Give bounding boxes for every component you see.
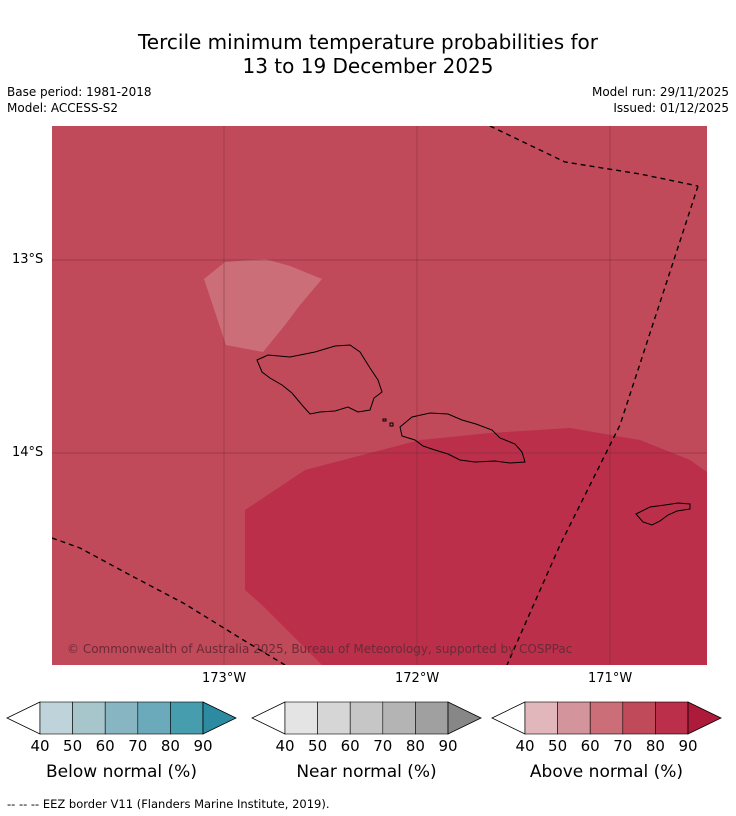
above-legend-upper-extend bbox=[687, 701, 722, 735]
below-legend-tick-90: 90 bbox=[193, 737, 213, 755]
model-run: Model run: 29/11/2025 bbox=[591, 85, 729, 99]
tutuila-island bbox=[635, 502, 691, 526]
near-legend-swatch-2 bbox=[349, 701, 384, 735]
eez-border-north bbox=[489, 126, 699, 187]
lon-label-172w: 172°W bbox=[395, 671, 440, 686]
below-legend-tick-60: 60 bbox=[95, 737, 115, 755]
above-legend-lower-extend bbox=[491, 701, 526, 735]
eez-border-southwest bbox=[52, 537, 286, 665]
near-legend-tick-80: 80 bbox=[405, 737, 425, 755]
near-legend-lower-extend bbox=[251, 701, 286, 735]
above-legend-tick-50: 50 bbox=[548, 737, 568, 755]
coastlines bbox=[256, 344, 691, 526]
lat-label-14s: 14°S bbox=[12, 445, 44, 460]
near-legend-caption: Near normal (%) bbox=[296, 762, 437, 782]
below-legend-swatch-2 bbox=[104, 701, 139, 735]
below-legend-swatch-3 bbox=[137, 701, 171, 735]
above-legend-swatch-4 bbox=[655, 701, 689, 735]
graticule bbox=[52, 126, 707, 665]
copyright-notice: © Commonwealth of Australia 2025, Bureau… bbox=[67, 642, 573, 656]
above-legend-swatch-2 bbox=[589, 701, 624, 735]
eez-borders bbox=[52, 126, 699, 665]
near-legend-tick-50: 50 bbox=[308, 737, 328, 755]
above-legend-swatch-0 bbox=[524, 701, 558, 735]
chart-title: Tercile minimum temperature probabilitie… bbox=[0, 30, 736, 78]
lon-label-171w: 171°W bbox=[588, 671, 633, 686]
below-legend-tick-50: 50 bbox=[63, 737, 83, 755]
title-line-2: 13 to 19 December 2025 bbox=[242, 54, 494, 78]
above-legend-tick-40: 40 bbox=[515, 737, 535, 755]
model-name: Model: ACCESS-S2 bbox=[7, 101, 119, 115]
above-legend-tick-90: 90 bbox=[678, 737, 698, 755]
near-legend-swatch-1 bbox=[317, 701, 351, 735]
near-legend-tick-40: 40 bbox=[275, 737, 295, 755]
near-legend-tick-70: 70 bbox=[373, 737, 393, 755]
savaii-island bbox=[256, 344, 383, 415]
above-legend-tick-80: 80 bbox=[645, 737, 665, 755]
map-area bbox=[52, 126, 707, 665]
eez-footnote: -- -- -- EEZ border V11 (Flanders Marine… bbox=[7, 797, 330, 811]
near-legend-swatch-0 bbox=[284, 701, 318, 735]
meta-left: Base period: 1981-2018 Model: ACCESS-S2 bbox=[7, 84, 152, 116]
manono-islet bbox=[382, 418, 387, 422]
issued-date: Issued: 01/12/2025 bbox=[613, 101, 729, 115]
near-legend-upper-extend bbox=[447, 701, 482, 735]
below-legend-caption: Below normal (%) bbox=[46, 762, 197, 782]
below-legend-swatch-4 bbox=[170, 701, 204, 735]
above-legend-tick-60: 60 bbox=[580, 737, 600, 755]
below-legend-upper-extend bbox=[202, 701, 237, 735]
below-legend-swatch-0 bbox=[39, 701, 73, 735]
above-legend-caption: Above normal (%) bbox=[529, 762, 684, 782]
title-line-1: Tercile minimum temperature probabilitie… bbox=[137, 30, 599, 54]
near-legend-swatch-4 bbox=[415, 701, 449, 735]
lon-label-173w: 173°W bbox=[202, 671, 247, 686]
near-legend-tick-60: 60 bbox=[340, 737, 360, 755]
below-legend-tick-40: 40 bbox=[30, 737, 50, 755]
high-probability-region bbox=[245, 428, 707, 665]
below-legend-lower-extend bbox=[6, 701, 41, 735]
upolu-island bbox=[399, 412, 526, 464]
meta-right: Model run: 29/11/2025 Issued: 01/12/2025 bbox=[592, 84, 729, 116]
moderate-probability-region bbox=[204, 259, 322, 352]
legend-colorbars bbox=[6, 701, 722, 735]
below-legend-tick-80: 80 bbox=[160, 737, 180, 755]
eez-border-east bbox=[506, 185, 699, 665]
near-legend-swatch-3 bbox=[382, 701, 416, 735]
lat-label-13s: 13°S bbox=[12, 252, 44, 267]
above-legend-swatch-1 bbox=[557, 701, 591, 735]
below-legend-swatch-1 bbox=[72, 701, 106, 735]
below-legend-tick-70: 70 bbox=[128, 737, 148, 755]
near-legend-tick-90: 90 bbox=[438, 737, 458, 755]
above-legend-tick-70: 70 bbox=[613, 737, 633, 755]
above-legend-swatch-3 bbox=[622, 701, 656, 735]
apolima-islet bbox=[389, 422, 394, 427]
base-period: Base period: 1981-2018 bbox=[7, 85, 152, 99]
